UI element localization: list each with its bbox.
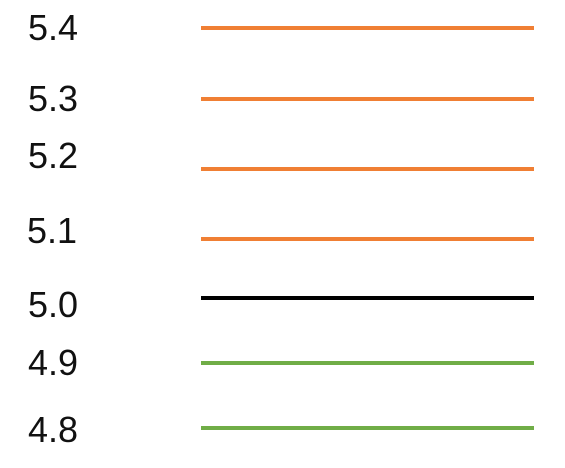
level-label: 5.4 (28, 7, 79, 48)
level-line (201, 26, 534, 30)
level-line (201, 361, 534, 365)
level-line (201, 97, 534, 101)
level-label: 4.9 (28, 342, 79, 383)
level-label: 5.1 (27, 210, 78, 251)
level-line (201, 167, 534, 171)
level-line (201, 237, 534, 241)
level-label: 5.3 (28, 78, 79, 119)
level-line (201, 296, 534, 300)
level-label: 5.0 (28, 284, 79, 325)
level-label: 4.8 (28, 409, 79, 450)
level-label: 5.2 (28, 135, 79, 176)
level-line (201, 426, 534, 430)
